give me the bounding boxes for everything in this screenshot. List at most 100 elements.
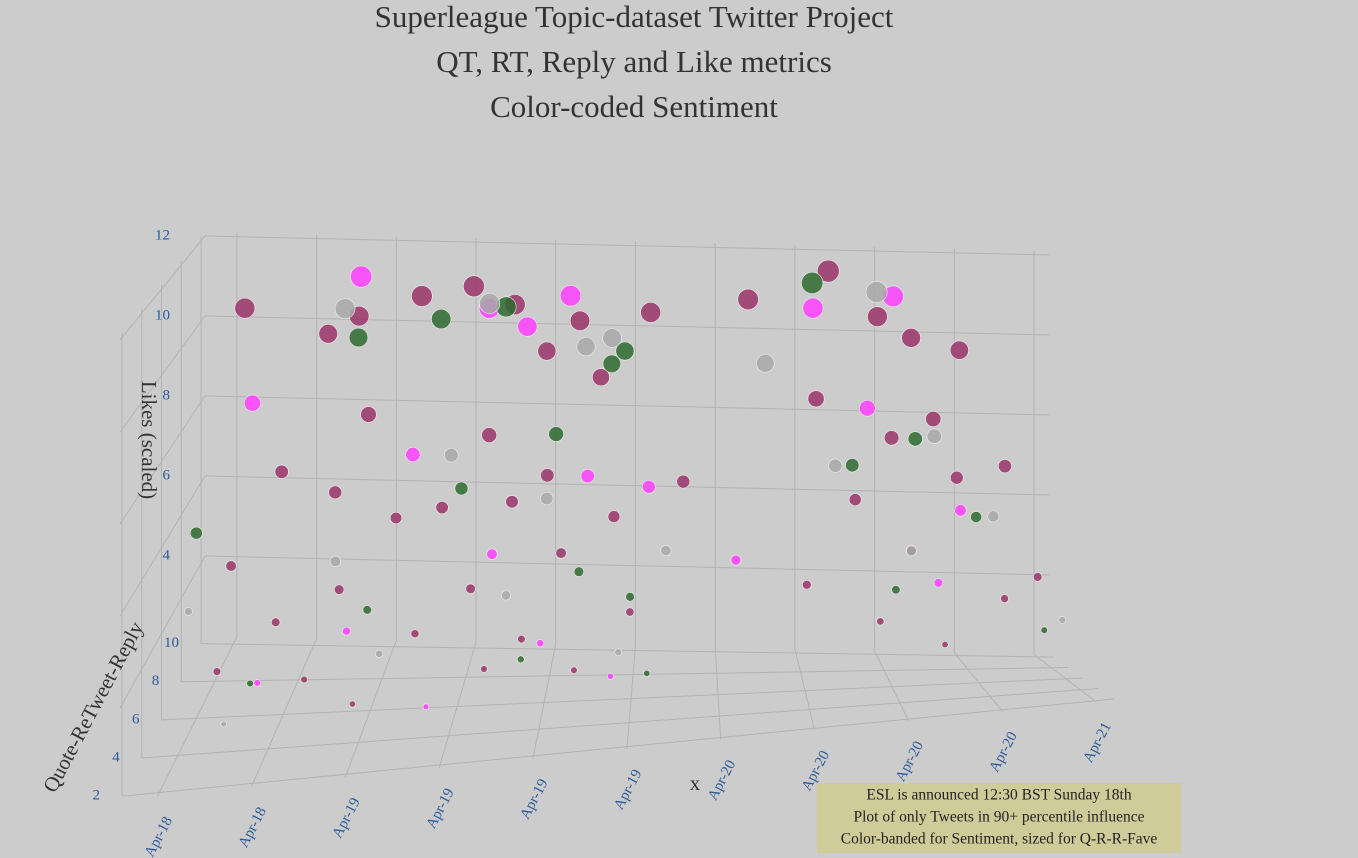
point xyxy=(559,285,582,307)
annotation: Plot of only Tweets in 90+ percentile in… xyxy=(853,809,1144,826)
point xyxy=(431,308,452,330)
point xyxy=(540,491,554,506)
point xyxy=(410,629,420,639)
point xyxy=(987,510,1000,523)
chart-title: Superleague Topic-dataset Twitter Projec… xyxy=(375,0,894,34)
point xyxy=(465,583,476,594)
point xyxy=(517,316,538,337)
point xyxy=(801,271,824,295)
point xyxy=(220,720,228,728)
grid-line xyxy=(119,555,206,709)
point xyxy=(569,310,591,331)
point xyxy=(954,504,967,517)
point xyxy=(389,511,403,525)
grid-line xyxy=(201,643,1054,658)
point xyxy=(737,288,759,311)
annotation: Color-banded for Sentiment, sized for Q-… xyxy=(841,831,1158,848)
point xyxy=(997,459,1012,474)
point xyxy=(845,458,860,473)
grid-line xyxy=(119,395,206,525)
chart-title: Color-coded Sentiment xyxy=(490,89,778,124)
point xyxy=(274,464,289,479)
point xyxy=(643,669,651,677)
point xyxy=(328,485,343,500)
point xyxy=(463,275,485,298)
grid-line xyxy=(204,555,1051,576)
point xyxy=(505,495,519,509)
y-tick-label: 2 xyxy=(92,788,100,804)
point xyxy=(848,493,862,507)
annotation-box xyxy=(817,783,1181,853)
grid-line xyxy=(1033,654,1097,703)
x-axis-title: x xyxy=(690,771,701,795)
grid-line xyxy=(714,647,722,740)
point xyxy=(580,469,595,484)
point xyxy=(362,605,372,615)
y-tick-label: 6 xyxy=(132,711,140,727)
grid-line xyxy=(438,641,477,769)
point xyxy=(876,617,885,626)
point xyxy=(970,511,983,523)
point xyxy=(865,281,888,303)
point xyxy=(591,368,610,387)
point xyxy=(828,458,843,473)
point xyxy=(602,328,622,348)
point xyxy=(676,474,691,489)
grid-line xyxy=(121,698,1114,797)
grid-line xyxy=(532,643,557,759)
y-tick-label: 4 xyxy=(112,749,120,765)
grid-line xyxy=(874,650,909,721)
point xyxy=(360,406,377,423)
point xyxy=(802,297,824,319)
point xyxy=(660,545,672,557)
point xyxy=(318,324,338,344)
point xyxy=(342,626,351,636)
point xyxy=(1058,616,1067,624)
point xyxy=(334,298,356,319)
point xyxy=(536,639,545,648)
grid-line xyxy=(119,475,206,617)
point xyxy=(454,481,469,496)
point xyxy=(576,337,596,357)
point xyxy=(348,700,356,708)
grid-line xyxy=(204,475,1051,496)
point xyxy=(756,354,775,373)
z-tick-label: 12 xyxy=(155,227,170,243)
point xyxy=(540,468,555,483)
point xyxy=(516,655,525,664)
point xyxy=(501,590,511,601)
point xyxy=(375,649,384,658)
point xyxy=(950,470,964,485)
z-axis-title: Likes (scaled) xyxy=(137,381,161,499)
y-tick-label: 8 xyxy=(152,673,160,689)
point xyxy=(925,411,942,428)
point xyxy=(926,428,942,444)
point xyxy=(334,584,345,595)
z-tick-label: 4 xyxy=(163,547,171,563)
grid-line xyxy=(181,667,1069,683)
point xyxy=(816,259,840,283)
point xyxy=(435,500,449,515)
point xyxy=(422,703,430,711)
points xyxy=(184,259,1067,728)
point xyxy=(189,526,203,540)
point xyxy=(625,592,635,602)
point xyxy=(570,666,578,674)
point xyxy=(537,341,557,361)
point xyxy=(606,672,614,680)
point xyxy=(641,479,656,494)
grid-line xyxy=(161,677,1084,721)
point xyxy=(602,354,621,373)
point xyxy=(486,548,498,560)
point xyxy=(234,297,256,319)
grid-line xyxy=(250,638,318,787)
point xyxy=(614,648,623,657)
point xyxy=(883,430,900,446)
point xyxy=(1000,594,1009,603)
point xyxy=(479,293,501,314)
grid-line xyxy=(204,395,1051,416)
point xyxy=(548,426,564,442)
point xyxy=(941,641,949,649)
